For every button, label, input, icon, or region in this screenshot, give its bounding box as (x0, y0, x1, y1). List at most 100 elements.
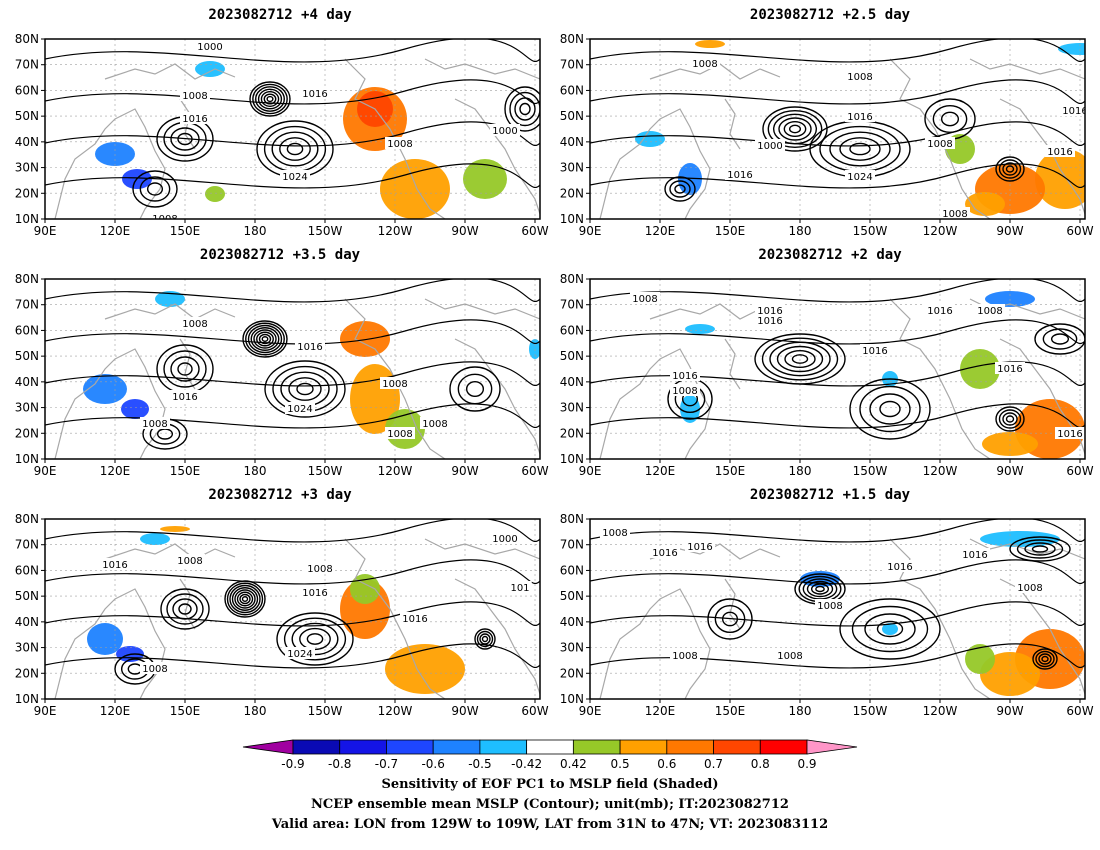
lon-label: 60W (521, 224, 548, 238)
colorbar-segment (666, 739, 714, 755)
contour-label: 1016 (1062, 106, 1087, 117)
colorbar-label: 0.7 (703, 757, 724, 771)
contour-label: 1008 (422, 419, 447, 430)
lon-label: 150W (308, 704, 343, 718)
lon-label: 60W (1066, 464, 1093, 478)
contour-label: 1008 (307, 564, 332, 575)
colorbar-label: -0.6 (421, 757, 445, 771)
contour-label: 1000 (492, 534, 517, 545)
contour-label: 1000 (492, 126, 517, 137)
lon-label: 120W (378, 704, 413, 718)
lat-label: 50N (560, 109, 584, 123)
lat-label: 80N (560, 32, 584, 46)
colorbar-segment (572, 739, 621, 755)
lat-label: 40N (15, 375, 39, 389)
contour-label: 101 (510, 583, 529, 594)
lat-label: 20N (15, 186, 39, 200)
lat-label: 70N (560, 298, 584, 312)
lon-label: 90E (34, 224, 57, 238)
contour-label: 1008 (387, 139, 412, 150)
contour-label: 1024 (287, 404, 312, 415)
lon-label: 120E (645, 464, 676, 478)
lat-label: 80N (15, 512, 39, 526)
colorbar-label: 0.8 (750, 757, 770, 771)
lon-label: 120E (100, 224, 131, 238)
lon-label: 90W (996, 704, 1023, 718)
colorbar-label: -0.5 (468, 757, 492, 771)
contour-label: 1016 (672, 371, 697, 382)
contour-label: 1008 (387, 429, 412, 440)
contour-label: 1016 (297, 342, 322, 353)
lon-label: 120E (100, 704, 131, 718)
lon-label: 120W (923, 224, 958, 238)
lon-label: 90E (34, 704, 57, 718)
lat-label: 70N (560, 538, 584, 552)
map-panel-3: 1008 1016 1016 1024 1008 1008 1008 1008 80N 70N 60… (15, 272, 549, 478)
lat-label: 60N (15, 323, 39, 337)
lat-label: 60N (15, 83, 39, 97)
contour-label: 1024 (282, 172, 307, 183)
lat-label: 40N (15, 135, 39, 149)
lon-label: 90W (451, 224, 478, 238)
lat-label: 70N (15, 298, 39, 312)
lat-label: 60N (15, 563, 39, 577)
footer-title: Sensitivity of EOF PC1 to MSLP field (Sh… (381, 777, 719, 792)
lat-label: 50N (560, 589, 584, 603)
lat-label: 80N (15, 32, 39, 46)
lon-label: 180 (789, 464, 812, 478)
colorbar-label: -0.8 (328, 757, 352, 771)
map-panel-6: 1008 1016 1016 1016 1008 1008 1008 1016 1008 80N 7… (560, 512, 1094, 718)
lon-label: 90E (34, 464, 57, 478)
colorbar-label: -0.9 (281, 757, 305, 771)
lon-label: 90W (996, 464, 1023, 478)
footer-valid-area: Valid area: LON from 129W to 109W, LAT f… (271, 817, 829, 832)
contour-label: 1016 (402, 614, 427, 625)
lat-label: 50N (15, 589, 39, 603)
lon-label: 120W (923, 464, 958, 478)
lat-label: 40N (560, 135, 584, 149)
lat-label: 80N (15, 272, 39, 286)
lat-label: 30N (560, 161, 584, 175)
lon-label: 60W (1066, 224, 1093, 238)
contour-label: 1024 (287, 649, 312, 660)
contour-label: 1008 (777, 651, 802, 662)
contour-label: 1016 (302, 89, 327, 100)
lon-label: 150W (853, 464, 888, 478)
contour-label: 1000 (197, 42, 222, 53)
contour-label: 1008 (692, 59, 717, 70)
lat-label: 70N (15, 538, 39, 552)
lat-label: 40N (560, 375, 584, 389)
contour-label: 1016 (927, 306, 952, 317)
lat-label: 10N (560, 692, 584, 706)
panel-title-6: 2023082712 +1.5 day (749, 487, 911, 503)
footer-contour-info: NCEP ensemble mean MSLP (Contour); unit(… (311, 797, 789, 812)
colorbar-label: 0.6 (657, 757, 677, 771)
lat-label: 20N (560, 186, 584, 200)
contour-label: 1008 (942, 209, 967, 220)
colorbar-segment (759, 739, 808, 755)
contour-label: 1008 (142, 419, 167, 430)
lon-label: 180 (789, 224, 812, 238)
contour-label: 1008 (1017, 583, 1042, 594)
map-panel-2: 1008 1008 1016 1024 1000 1016 1016 1008 1016 1008… (560, 32, 1094, 238)
lat-label: 60N (560, 83, 584, 97)
lat-label: 20N (560, 666, 584, 680)
contour-label: 1008 (632, 294, 657, 305)
lon-label: 60W (521, 704, 548, 718)
lon-label: 180 (789, 704, 812, 718)
lat-label: 10N (15, 692, 39, 706)
lat-label: 10N (15, 452, 39, 466)
contour-label: 1016 (102, 560, 127, 571)
lon-label: 90E (579, 224, 602, 238)
lon-label: 180 (244, 224, 267, 238)
contour-label: 1008 (382, 379, 407, 390)
colorbar-segment (479, 739, 528, 755)
lon-label: 150W (308, 464, 343, 478)
contour-label: 1016 (302, 588, 327, 599)
lat-label: 10N (560, 452, 584, 466)
colorbar-segment (339, 739, 387, 755)
colorbar-segment (806, 739, 858, 755)
colorbar-segment (432, 739, 481, 755)
contour-label: 1016 (757, 306, 782, 317)
